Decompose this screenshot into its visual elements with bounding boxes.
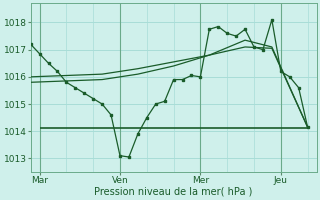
X-axis label: Pression niveau de la mer( hPa ): Pression niveau de la mer( hPa ) [94, 187, 253, 197]
